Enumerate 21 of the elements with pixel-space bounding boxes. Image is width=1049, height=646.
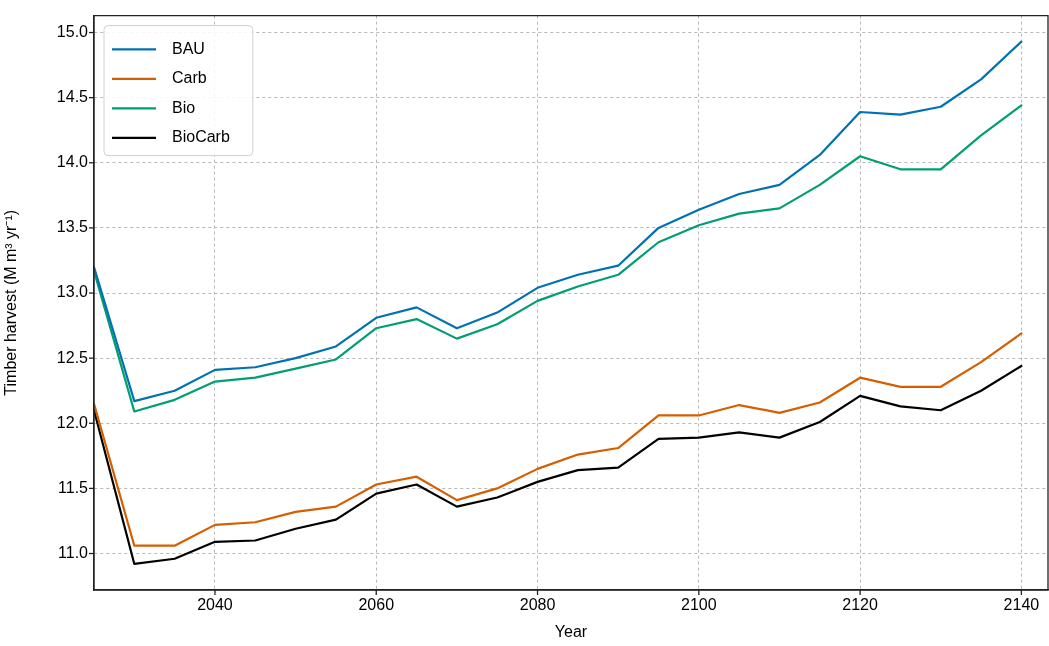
legend-label: BioCarb (172, 128, 230, 146)
y-tick-label: 11.0 (58, 543, 89, 561)
y-tick-label: 12.0 (56, 413, 89, 431)
x-tick-label: 2120 (842, 596, 878, 614)
x-axis-title: Year (554, 622, 588, 640)
y-tick-label: 13.0 (56, 283, 89, 301)
y-tick-label: 14.5 (56, 88, 89, 106)
y-axis-title: Timber harvest (M m³ yr⁻¹) (2, 209, 20, 396)
legend-label: Carb (172, 69, 207, 87)
x-tick-label: 2080 (519, 596, 556, 614)
x-tick-label: 2140 (1003, 596, 1040, 614)
y-tick-label: 11.5 (58, 478, 89, 496)
y-tick-label: 12.5 (56, 348, 89, 366)
x-tick-label: 2100 (681, 596, 717, 614)
x-tick-label: 2040 (197, 596, 233, 614)
y-tick-label: 14.0 (56, 153, 89, 171)
y-tick-label: 15.0 (56, 22, 89, 40)
legend-label: Bio (172, 98, 196, 116)
y-tick-label: 13.5 (56, 218, 89, 236)
x-tick-label: 2060 (358, 596, 395, 614)
legend-label: BAU (172, 39, 205, 57)
